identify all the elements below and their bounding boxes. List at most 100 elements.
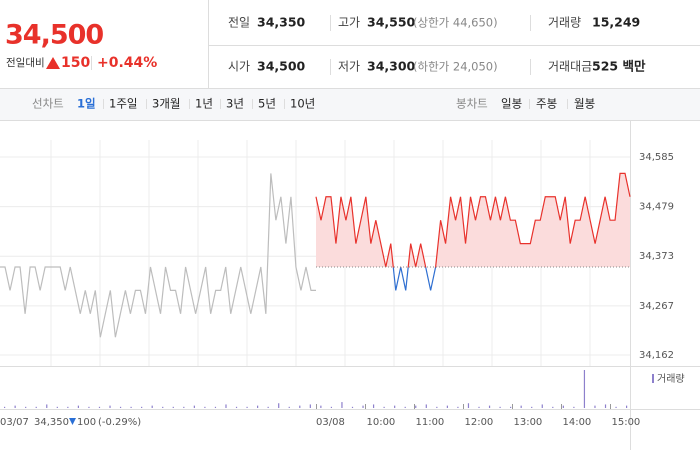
volume-bar [320, 405, 322, 408]
volume-bar [362, 405, 364, 408]
volume-bar [98, 406, 101, 408]
period-tab[interactable]: 1주일 [109, 97, 137, 111]
prev-date: 03/07 [0, 417, 29, 428]
volume-bar [394, 405, 396, 408]
change-pct: +0.44% [97, 55, 157, 71]
stat-value: 34,550 [367, 15, 416, 30]
legend-swatch [652, 374, 654, 383]
volume-bar [204, 406, 206, 408]
plot: 34,162 34,267 34,373 34,479 34,585 03/08 10:00… [0, 121, 674, 450]
volume-bar [594, 405, 596, 408]
volume-bar [330, 406, 333, 408]
y-tick-label: 34,479 [639, 202, 674, 213]
volume-bar [183, 406, 185, 408]
volume-bar [214, 406, 217, 408]
tabs: 선차트 1일 1주일 3개월 1년 3년 5년 10년 봉차트 일봉 주봉 월봉 [32, 97, 595, 111]
change-label: 전일대비 [6, 56, 45, 69]
volume-bar [299, 405, 301, 408]
x-tick-label: 10:00 [366, 417, 395, 428]
volume-bar [467, 403, 470, 408]
volume-bar [351, 406, 354, 408]
volume-bar [162, 406, 164, 408]
candle-tab[interactable]: 일봉 [501, 97, 522, 111]
period-tab[interactable]: 1일 [77, 97, 96, 111]
price-line [315, 172, 631, 291]
volume-bar [246, 406, 248, 408]
volume-bar [25, 406, 27, 408]
tab-bar [0, 89, 700, 120]
volume-bar [4, 406, 6, 408]
y-tick-label: 34,162 [639, 350, 674, 361]
volume-bar [130, 406, 132, 408]
prev-change-pct: (-0.29%) [98, 417, 141, 428]
volume-bar [541, 404, 543, 408]
volume-bar [383, 406, 385, 408]
volume-bar [288, 406, 290, 408]
volume-bar [278, 403, 280, 408]
volume-bar [520, 405, 522, 408]
volume-bar [109, 405, 111, 408]
stat-label: 시가 [228, 60, 250, 74]
stat-note: (하한가 24,050) [413, 60, 498, 74]
volume-bar [77, 405, 79, 408]
legend-label: 거래량 [657, 373, 685, 385]
volume-bar [67, 406, 69, 408]
stat-value: 525 백만 [592, 59, 646, 74]
y-tick-label: 34,267 [639, 301, 674, 312]
candle-tab[interactable]: 주봉 [536, 97, 557, 111]
x-tick-label: 13:00 [513, 417, 542, 428]
volume-bar [46, 404, 48, 408]
volume-bar [119, 406, 122, 408]
y-tick-label: 34,585 [639, 152, 674, 163]
stat-value: 34,500 [257, 59, 306, 74]
volume-bar [415, 405, 417, 408]
volume-bar [341, 402, 343, 408]
volume-bar [267, 406, 269, 408]
period-tab[interactable]: 3년 [226, 97, 244, 111]
volume-bar [573, 406, 575, 408]
volume-bar [446, 405, 448, 408]
stat-label: 거래대금 [548, 60, 592, 74]
y-tick-label: 34,373 [639, 251, 674, 262]
x-tick-label: 11:00 [415, 417, 444, 428]
volume-bar [615, 406, 617, 408]
stat-note: (상한가 44,650) [413, 16, 498, 30]
stat-label: 전일 [228, 16, 250, 30]
prev-close: 34,350 [34, 417, 69, 428]
volume-bar [457, 406, 459, 408]
up-arrow [46, 57, 60, 69]
x-tick-label: 14:00 [562, 417, 591, 428]
volume-bar [552, 406, 554, 408]
volume-bar [488, 405, 491, 408]
volume-bar [257, 405, 259, 408]
volume-bar [404, 406, 406, 408]
stat-value: 34,350 [257, 15, 306, 30]
stat-value: 34,300 [367, 59, 416, 74]
volume-bar [309, 404, 311, 408]
volume-bar [604, 404, 607, 408]
volume-bar [372, 404, 375, 408]
tab-group-label: 봉차트 [456, 97, 488, 111]
candle-tab[interactable]: 월봉 [574, 97, 595, 111]
change: 150 [61, 55, 90, 71]
period-tab[interactable]: 5년 [258, 97, 276, 111]
price-line [0, 173, 316, 338]
volume-bar [626, 405, 628, 408]
period-tab[interactable]: 10년 [290, 97, 315, 111]
stat-label: 고가 [338, 16, 360, 30]
x-tick-label: 15:00 [611, 417, 640, 428]
period-tab[interactable]: 1년 [195, 97, 213, 111]
volume-bar [562, 405, 564, 408]
tab-group-label: 선차트 [32, 97, 64, 111]
prev-change: 100 [77, 417, 96, 428]
period-tab[interactable]: 3개월 [152, 97, 180, 111]
stat-value: 15,249 [592, 15, 640, 30]
stat-label: 거래량 [548, 16, 581, 30]
volume-bar [88, 406, 90, 408]
volume-bar [172, 406, 174, 408]
volume-bar [583, 370, 586, 408]
volume-bar [141, 406, 143, 408]
volume-bar [225, 404, 227, 408]
down-arrow [69, 418, 76, 425]
